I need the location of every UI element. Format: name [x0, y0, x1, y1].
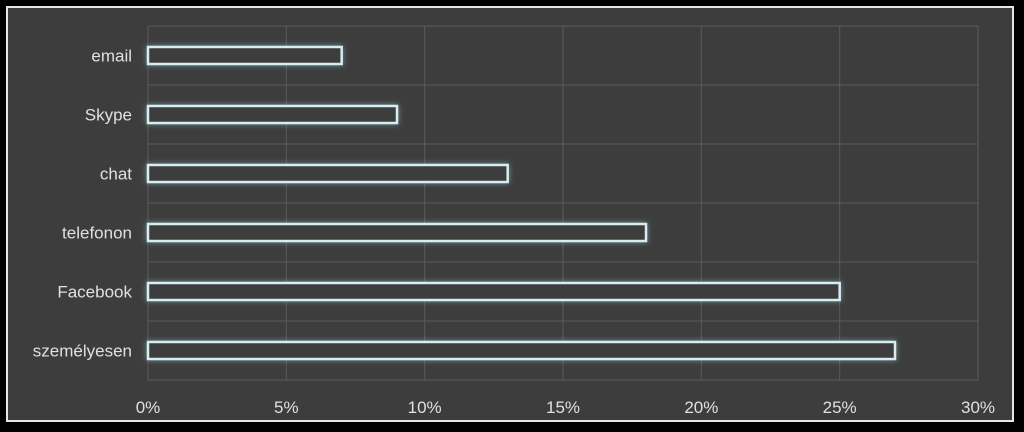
x-tick-label: 0% [136, 398, 161, 417]
category-label: személyesen [33, 342, 132, 361]
bar-személyesen [146, 340, 897, 361]
category-labels: email Skype chat telefonon Facebook személyes… [33, 47, 133, 361]
category-label: Facebook [57, 283, 132, 302]
category-label: Skype [85, 106, 132, 125]
bars-group [146, 45, 897, 361]
category-label: telefonon [62, 224, 132, 243]
x-tick-label: 15% [546, 398, 580, 417]
x-tick-label: 25% [823, 398, 857, 417]
bar-chat [146, 163, 509, 184]
bar-telefonon [146, 222, 648, 243]
x-tick-label: 20% [684, 398, 718, 417]
x-tick-label: 5% [274, 398, 299, 417]
category-label: email [91, 47, 132, 66]
bar-facebook [146, 281, 841, 302]
x-tick-label: 30% [961, 398, 995, 417]
bar-skype [146, 104, 399, 125]
category-label: chat [100, 165, 132, 184]
x-tick-labels: 0% 5% 10% 15% 20% 25% 30% [136, 398, 995, 417]
bar-email [146, 45, 343, 66]
grid-lines [147, 25, 979, 381]
x-tick-label: 10% [408, 398, 442, 417]
